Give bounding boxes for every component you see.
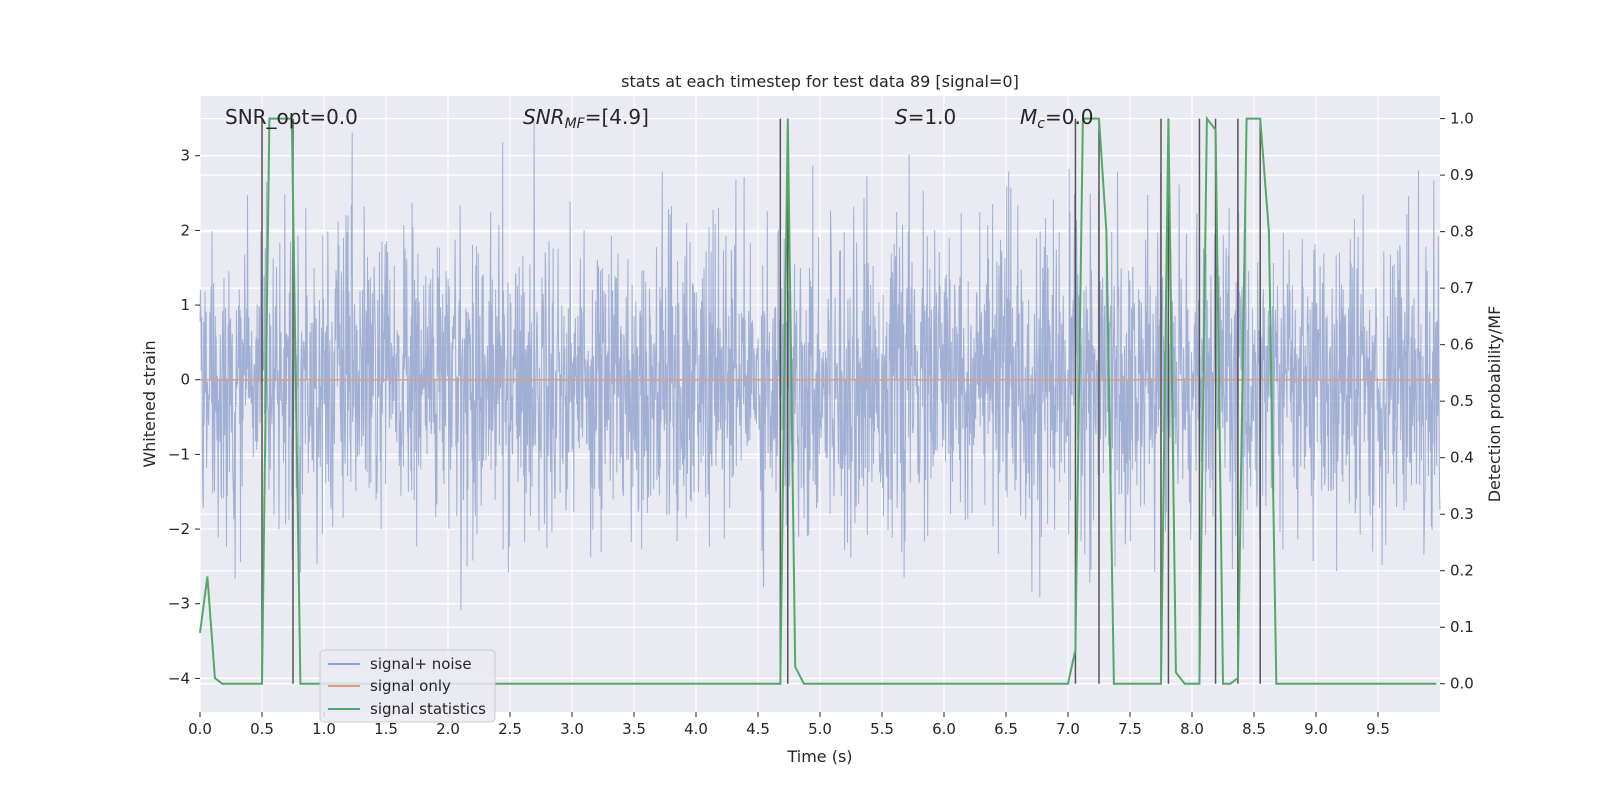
series-signal-noise — [199, 118, 1441, 634]
x-tick-label-11: 5.5 — [870, 720, 894, 738]
annotation-snr-mf-value: =[4.9] — [585, 105, 649, 129]
y2-tick-label-1: 0.1 — [1450, 618, 1474, 636]
y-axis-ticks: −4 −3 −2 −1 0 1 2 3 — [168, 147, 200, 687]
x-tick-label-12: 6.0 — [932, 720, 956, 738]
legend: signal+ noise signal only signal statist… — [319, 649, 496, 723]
legend-label-signal-noise: signal+ noise — [370, 655, 472, 673]
x-tick-label-6: 3.0 — [560, 720, 584, 738]
x-tick-label-19: 9.5 — [1366, 720, 1390, 738]
grid — [199, 96, 1440, 712]
annotation-s: S=1.0 — [895, 105, 956, 129]
legend-box — [319, 649, 496, 723]
x-tick-label-5: 2.5 — [498, 720, 522, 738]
annotation-mc: Mc=0.0 — [1020, 105, 1094, 132]
y2-tick-label-7: 0.7 — [1450, 279, 1474, 297]
x-axis-ticks: 0.0 0.5 1.0 1.5 2.0 2.5 3.0 3.5 4.0 4.5 5.0 5.5 6.0 6… — [188, 712, 1390, 738]
series-signal-statistics — [199, 115, 1437, 685]
annotation-mc-value: =0.0 — [1045, 105, 1094, 129]
x-tick-label-8: 4.0 — [684, 720, 708, 738]
x-tick-label-10: 5.0 — [808, 720, 832, 738]
annotation-snr-mf: SNRMF=[4.9] — [523, 105, 649, 132]
x-axis-label: Time (s) — [786, 747, 852, 766]
y-tick-label-5: 1 — [180, 296, 190, 314]
annotation-mc-subscript: c — [1037, 116, 1045, 132]
legend-label-signal-only: signal only — [370, 677, 451, 695]
x-tick-label-1: 0.5 — [250, 720, 274, 738]
annotation-snr-opt: SNR_opt=0.0 — [225, 105, 358, 129]
signal-statistics-line — [199, 115, 1437, 685]
x-tick-label-15: 7.5 — [1118, 720, 1142, 738]
x-tick-label-14: 7.0 — [1056, 720, 1080, 738]
x-tick-label-0: 0.0 — [188, 720, 212, 738]
y2-tick-label-3: 0.3 — [1450, 505, 1474, 523]
noise-trace — [199, 118, 1441, 634]
x-tick-label-17: 8.5 — [1242, 720, 1266, 738]
y-tick-label-3: −1 — [168, 445, 190, 463]
y2-tick-label-10: 1.0 — [1450, 110, 1474, 128]
y2-tick-label-8: 0.8 — [1450, 223, 1474, 241]
y-tick-label-0: −4 — [168, 669, 190, 687]
y2-tick-label-0: 0.0 — [1450, 675, 1474, 693]
y2-tick-label-5: 0.5 — [1450, 392, 1474, 410]
y-tick-label-4: 0 — [180, 371, 190, 389]
y-axis-label: Whitened strain — [140, 340, 159, 467]
y-tick-label-2: −2 — [168, 520, 190, 538]
y2-tick-label-2: 0.2 — [1450, 562, 1474, 580]
x-tick-label-18: 9.0 — [1304, 720, 1328, 738]
annotation-s-value: =1.0 — [908, 105, 957, 129]
y-tick-label-1: −3 — [168, 595, 190, 613]
legend-label-signal-statistics: signal statistics — [370, 700, 486, 718]
y2-tick-label-9: 0.9 — [1450, 166, 1474, 184]
x-tick-label-13: 6.5 — [994, 720, 1018, 738]
x-tick-label-7: 3.5 — [622, 720, 646, 738]
annotation-s-symbol: S — [895, 105, 908, 129]
x-tick-label-16: 8.0 — [1180, 720, 1204, 738]
chart-title: stats at each timestep for test data 89 … — [621, 72, 1019, 91]
y-tick-label-6: 2 — [180, 221, 190, 239]
annotation-snr-mf-subscript: MF — [565, 116, 586, 132]
x-tick-label-2: 1.0 — [312, 720, 336, 738]
y2-tick-label-4: 0.4 — [1450, 449, 1474, 467]
y-tick-label-7: 3 — [180, 147, 190, 165]
annotation-snr-mf-symbol: SNR — [523, 105, 565, 129]
x-tick-label-9: 4.5 — [746, 720, 770, 738]
y2-axis-label: Detection probability/MF — [1485, 306, 1504, 503]
x-tick-label-4: 2.0 — [436, 720, 460, 738]
annotation-mc-symbol: M — [1020, 105, 1037, 129]
y2-tick-label-6: 0.6 — [1450, 336, 1474, 354]
y2-axis-ticks: 0.0 0.1 0.2 0.3 0.4 0.5 0.6 0.7 0.8 0.9 1.0 — [1440, 110, 1474, 693]
x-tick-label-3: 1.5 — [374, 720, 398, 738]
